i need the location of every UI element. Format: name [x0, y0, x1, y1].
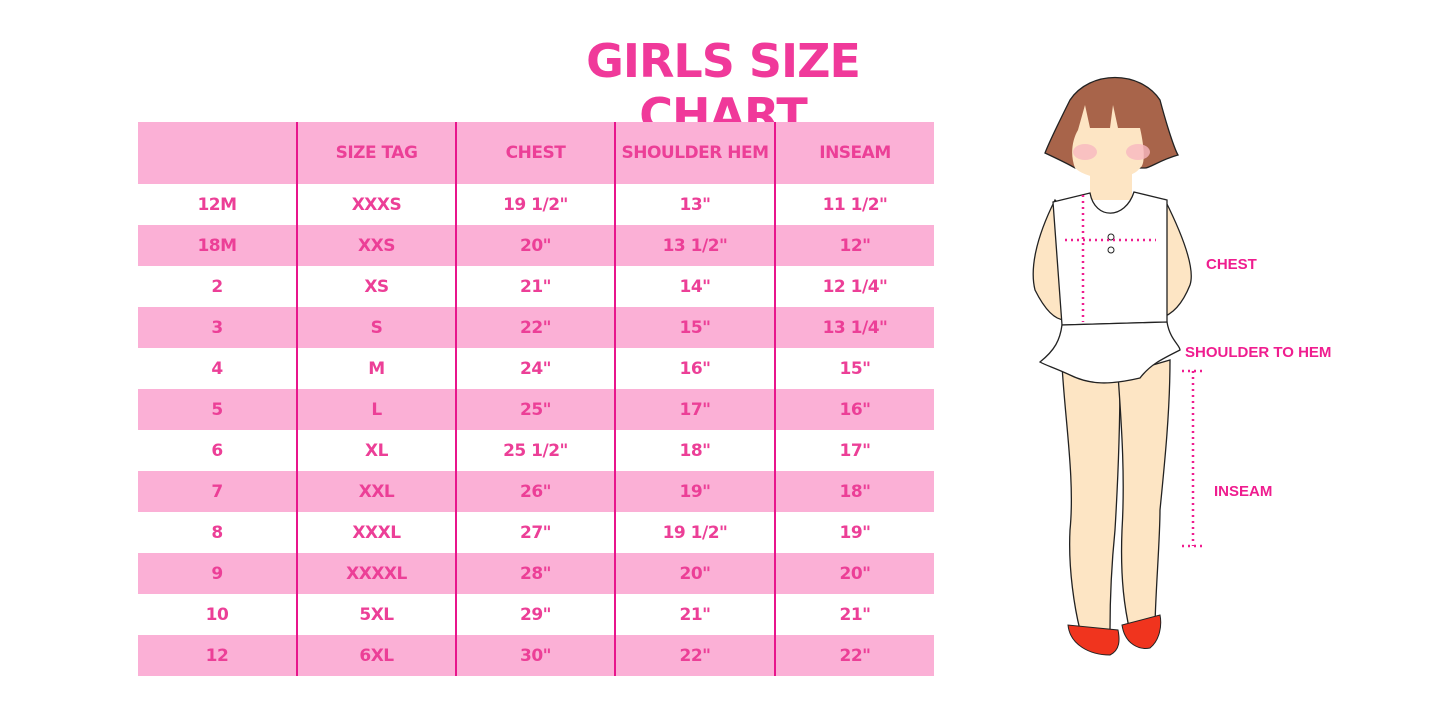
table-cell: 27" — [455, 512, 615, 553]
table-cell: XXL — [296, 471, 456, 512]
table-cell: 26" — [455, 471, 615, 512]
table-cell: 21" — [774, 594, 934, 635]
table-cell: 22" — [614, 635, 775, 676]
table-cell: 12" — [774, 225, 934, 266]
table-cell: 15" — [614, 307, 775, 348]
table-cell: 6 — [211, 440, 223, 461]
table-cell: XL — [296, 430, 456, 471]
table-cell: 11 1/2" — [774, 184, 934, 225]
table-cell: XXXS — [296, 184, 456, 225]
table-row: 7 XXL 26" 19" 18" — [138, 471, 934, 512]
table-row: 5 L 25" 17" 16" — [138, 389, 934, 430]
table-row: 4 M 24" 16" 15" — [138, 348, 934, 389]
table-row: 12M XXXS 19 1/2" 13" 11 1/2" — [138, 184, 934, 225]
table-cell: 20" — [774, 553, 934, 594]
table-cell: 12 1/4" — [774, 266, 934, 307]
table-cell: 17" — [774, 430, 934, 471]
table-cell: XXXXL — [296, 553, 456, 594]
table-cell: 13 1/4" — [774, 307, 934, 348]
girl-illustration: CHEST SHOULDER TO HEM INSEAM — [1010, 60, 1370, 664]
table-cell: 9 — [138, 553, 297, 594]
table-cell: 28" — [455, 553, 615, 594]
table-cell: 14" — [614, 266, 775, 307]
table-cell: 2 — [211, 276, 223, 297]
table-cell: 3 — [138, 307, 297, 348]
table-cell: 19" — [774, 512, 934, 553]
table-cell: 5XL — [296, 594, 456, 635]
table-cell: 13" — [614, 184, 775, 225]
table-cell: 16" — [614, 348, 775, 389]
table-cell: 10 — [205, 604, 229, 625]
table-cell: 18" — [614, 430, 775, 471]
table-row: 9 XXXXL 28" 20" 20" — [138, 553, 934, 594]
table-cell: 15" — [774, 348, 934, 389]
table-cell: 25" — [455, 389, 615, 430]
page-title: GIRLS SIZE CHART — [586, 34, 861, 142]
table-row: 10 5XL 29" 21" 21" — [138, 594, 934, 635]
table-cell: 20" — [614, 553, 775, 594]
table-cell: 8 — [211, 522, 223, 543]
table-cell: XXXL — [296, 512, 456, 553]
chest-label: CHEST — [1206, 256, 1257, 273]
table-cell: 18M — [138, 225, 297, 266]
table-row: 2 XS 21" 14" 12 1/4" — [138, 266, 934, 307]
table-cell: 29" — [455, 594, 615, 635]
table-cell: 16" — [774, 389, 934, 430]
table-cell: M — [296, 348, 456, 389]
table-cell: XXS — [296, 225, 456, 266]
table-cell: 19 1/2" — [455, 184, 615, 225]
column-header: SIZE TAG — [296, 122, 456, 184]
table-cell: 21" — [614, 594, 775, 635]
table-cell: 21" — [455, 266, 615, 307]
girl-figure-icon — [1032, 76, 1202, 656]
table-cell: 6XL — [296, 635, 456, 676]
column-header: INSEAM — [774, 122, 934, 184]
table-cell: 12 — [138, 635, 297, 676]
table-cell: 12M — [197, 194, 237, 215]
column-header: SHOULDER HEM — [614, 122, 775, 184]
table-cell: 22" — [774, 635, 934, 676]
table-cell: 30" — [455, 635, 615, 676]
column-header — [138, 122, 297, 184]
shoulder-to-hem-label: SHOULDER TO HEM — [1185, 344, 1332, 361]
table-cell: 7 — [138, 471, 297, 512]
header-row: SIZE TAG CHEST SHOULDER HEM INSEAM — [138, 122, 934, 184]
table-cell: L — [296, 389, 456, 430]
table-cell: 18" — [774, 471, 934, 512]
table-row: 12 6XL 30" 22" 22" — [138, 635, 934, 676]
table-cell: XS — [296, 266, 456, 307]
table-cell: 5 — [138, 389, 297, 430]
column-header: CHEST — [455, 122, 615, 184]
table-cell: S — [296, 307, 456, 348]
table-row: 18M XXS 20" 13 1/2" 12" — [138, 225, 934, 266]
table-cell: 25 1/2" — [455, 430, 615, 471]
table-row: 3 S 22" 15" 13 1/4" — [138, 307, 934, 348]
table-cell: 13 1/2" — [614, 225, 775, 266]
table-cell: 17" — [614, 389, 775, 430]
table-cell: 4 — [211, 358, 223, 379]
table-row: 8 XXXL 27" 19 1/2" 19" — [138, 512, 934, 553]
size-table: SIZE TAG CHEST SHOULDER HEM INSEAM 12M XXXS 1… — [138, 122, 934, 676]
inseam-label: INSEAM — [1214, 483, 1273, 500]
table-cell: 24" — [455, 348, 615, 389]
table-cell: 20" — [455, 225, 615, 266]
table-row: 6 XL 25 1/2" 18" 17" — [138, 430, 934, 471]
table-cell: 22" — [455, 307, 615, 348]
table-cell: 19" — [614, 471, 775, 512]
table-cell: 19 1/2" — [614, 512, 775, 553]
